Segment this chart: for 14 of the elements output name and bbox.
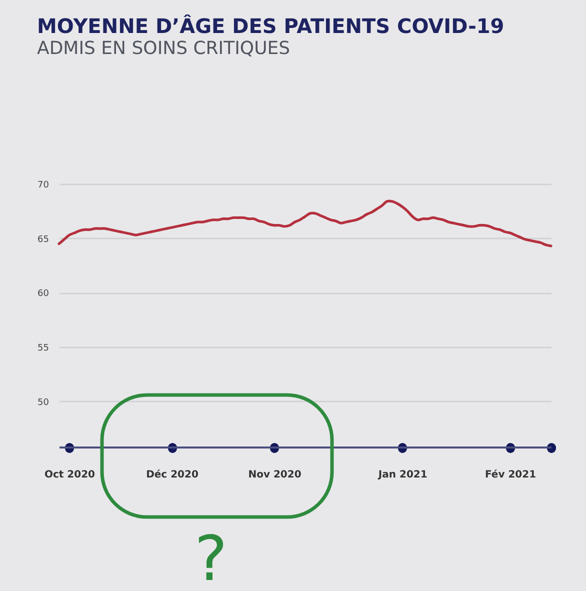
- y-tick-label: 60: [38, 289, 50, 300]
- text: ?: [194, 522, 228, 591]
- y-tick-label: 70: [38, 180, 50, 190]
- x-tick-label: Déc 2020: [146, 470, 198, 480]
- x-tick-label: Nov 2020: [248, 470, 302, 480]
- chart-title: MOYENNE D’ÂGE DES PATIENTS COVID-19: [37, 14, 504, 38]
- x-tick-label: Fév 2021: [484, 470, 536, 480]
- x-tick-label: Jan 2021: [377, 470, 428, 480]
- y-tick-label: 55: [38, 344, 49, 354]
- y-tick-label: 50: [38, 398, 50, 408]
- chart-subtitle: ADMIS EN SOINS CRITIQUES: [37, 38, 290, 59]
- x-tick-label: Oct 2020: [44, 470, 96, 480]
- line-series: [58, 200, 552, 248]
- y-tick-label: 65: [38, 234, 49, 245]
